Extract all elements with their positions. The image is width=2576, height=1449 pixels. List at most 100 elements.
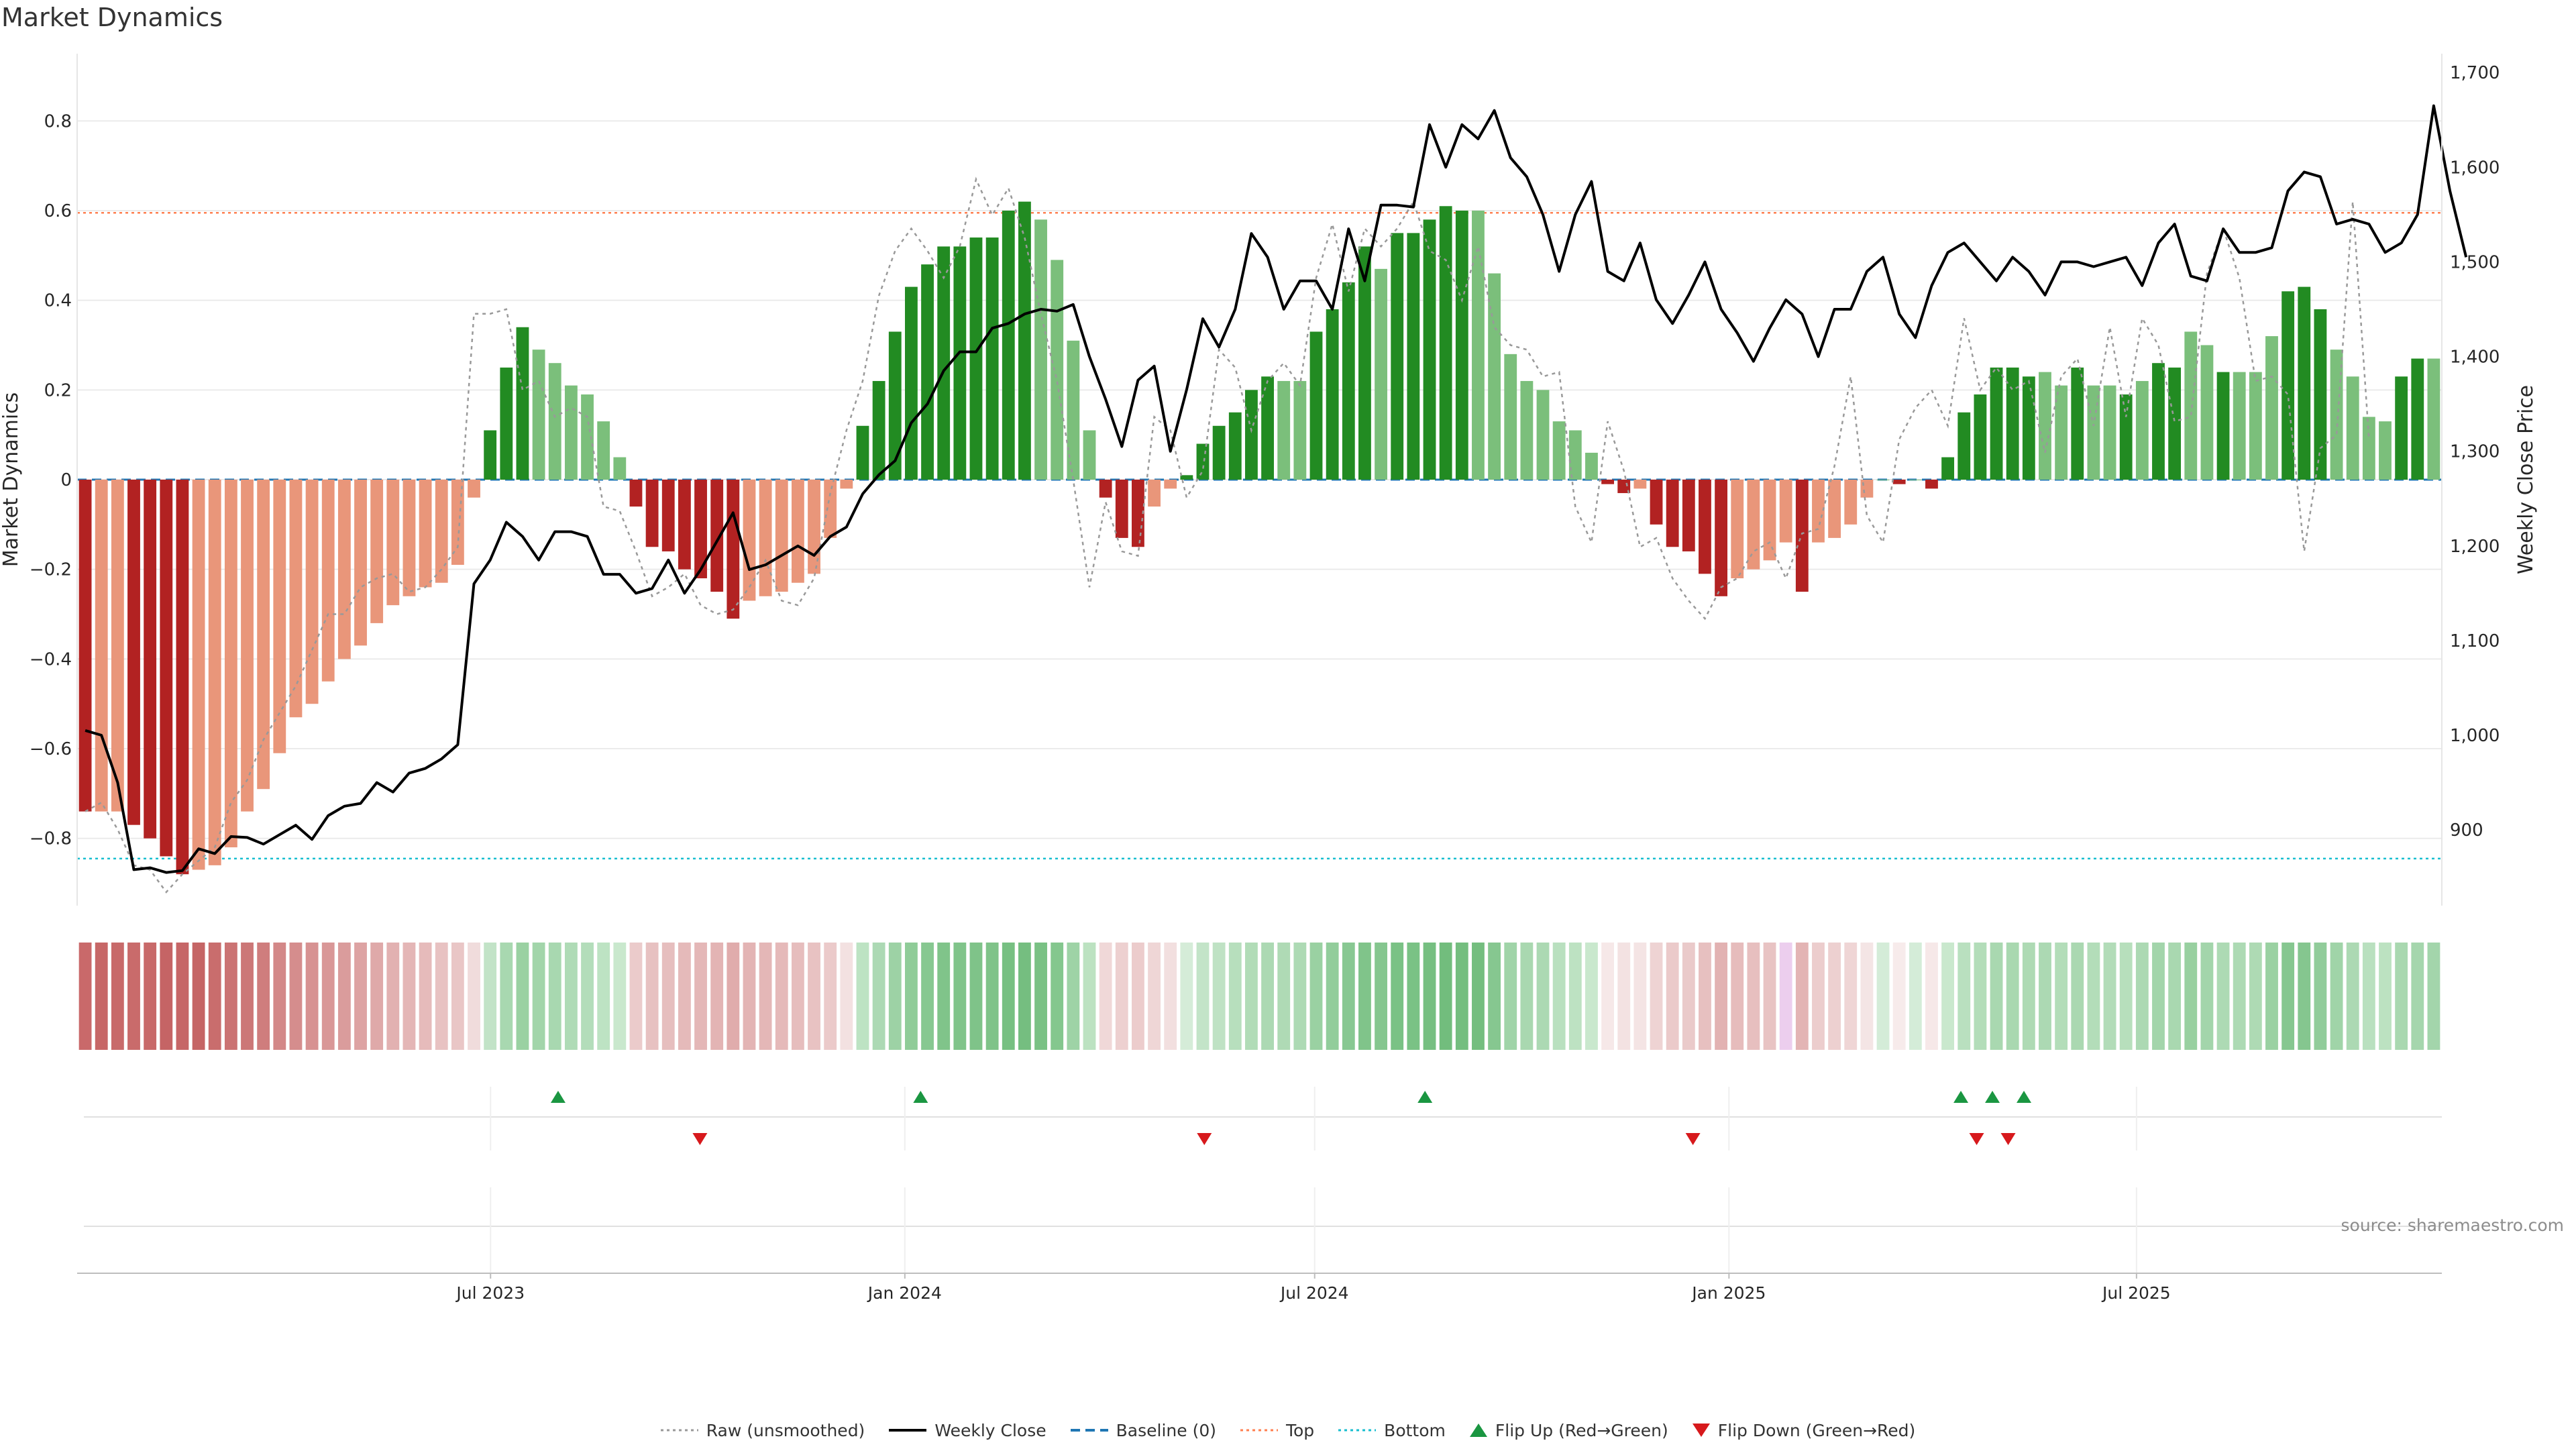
y-tick-label: 0.8: [44, 111, 72, 131]
dynamics-bar: [904, 286, 918, 480]
strip-cell: [1034, 943, 1047, 1050]
strip-cell: [2184, 943, 2198, 1050]
dynamics-bar: [969, 237, 983, 480]
strip-cell: [95, 943, 108, 1050]
dynamics-bar: [192, 480, 205, 870]
y-right-tick-label: 1,000: [2450, 726, 2500, 746]
legend-item-close: Weekly Close: [889, 1421, 1046, 1440]
y-right-tick-label: 1,200: [2450, 537, 2500, 557]
dynamics-bar: [1375, 268, 1387, 480]
legend-label: Raw (unsmoothed): [706, 1420, 865, 1440]
strip-cell: [1342, 943, 1355, 1050]
dynamics-bar: [1520, 380, 1534, 480]
strip-cell: [2168, 943, 2182, 1050]
y-axis-label: Market Dynamics: [0, 392, 23, 568]
dynamics-bar: [2233, 372, 2246, 480]
strip-cell: [597, 943, 610, 1050]
flip-down-marker: [2000, 1133, 2016, 1145]
strip-cell: [1763, 943, 1776, 1050]
strip-cell: [1261, 943, 1274, 1050]
y-tick-label: −0.4: [30, 649, 72, 669]
strip-cell: [678, 943, 691, 1050]
strip-cell: [1925, 943, 1938, 1050]
dynamics-bar: [1828, 480, 1841, 538]
strip-cell: [1617, 943, 1631, 1050]
strip-cell: [904, 943, 918, 1050]
dynamics-bar: [1228, 412, 1242, 480]
strip-cell: [1423, 943, 1436, 1050]
dynamics-bar: [2298, 286, 2311, 480]
strip-cell: [516, 943, 529, 1050]
dynamics-bar: [2184, 331, 2198, 480]
dynamics-bar: [2216, 372, 2230, 480]
legend-item-flip-up: Flip Up (Red→Green): [1469, 1420, 1668, 1440]
dynamics-bar: [273, 480, 286, 753]
dynamics-bar: [1715, 480, 1728, 596]
dynamics-bar: [1552, 421, 1566, 480]
flip-up-marker: [1953, 1091, 1969, 1103]
legend-label: Flip Up (Red→Green): [1495, 1420, 1668, 1440]
dynamics-bar: [1407, 233, 1420, 480]
dynamics-bar: [727, 480, 740, 619]
dynamics-bar: [2249, 372, 2262, 480]
dynamics-bar: [370, 480, 384, 623]
dynamics-bar: [435, 480, 448, 583]
legend-item-bottom: Bottom: [1338, 1421, 1446, 1440]
strip-cell: [1504, 943, 1517, 1050]
dynamics-bar: [564, 385, 578, 480]
strip-cell: [402, 943, 416, 1050]
strip-cell: [1715, 943, 1728, 1050]
strip-cell: [176, 943, 189, 1050]
strip-cell: [1245, 943, 1258, 1050]
dynamics-bar: [78, 480, 92, 812]
strip-cell: [224, 943, 237, 1050]
dynamics-bar: [1666, 480, 1679, 547]
strip-cell: [953, 943, 967, 1050]
strip-cell: [1180, 943, 1193, 1050]
strip-cell: [645, 943, 659, 1050]
legend-item-baseline: Baseline (0): [1070, 1421, 1216, 1440]
strip-cell: [1375, 943, 1387, 1050]
dynamics-bar: [1974, 394, 1987, 480]
dynamics-bar: [1196, 443, 1210, 480]
strip-cell: [1439, 943, 1452, 1050]
strip-cell: [2055, 943, 2068, 1050]
dynamics-bar: [1504, 354, 1517, 480]
strip-cell: [613, 943, 627, 1050]
dynamics-bar: [111, 480, 124, 812]
strip-cell: [2362, 943, 2375, 1050]
strip-cell: [1132, 943, 1144, 1050]
strip-cell: [2330, 943, 2343, 1050]
dynamics-bar: [1633, 480, 1647, 489]
dynamics-bar: [1731, 480, 1744, 579]
strip-cell: [856, 943, 869, 1050]
strip-cell: [1747, 943, 1760, 1050]
y-right-tick-label: 1,300: [2450, 442, 2500, 462]
strip-cell: [1699, 943, 1711, 1050]
axes: −0.8 −0.6 −0.4 −0.2 0 0.2 0.4 0.6 0.8 900 1,000 1,1…: [30, 54, 2500, 906]
strip-cell: [208, 943, 221, 1050]
dynamics-bar: [661, 480, 675, 551]
dynamics-bar: [824, 480, 837, 538]
strip-cell: [289, 943, 303, 1050]
dynamics-bar: [759, 480, 772, 596]
strip-cell: [532, 943, 545, 1050]
dynamics-bar: [548, 363, 561, 480]
strip-cell: [160, 943, 173, 1050]
strip-cell: [888, 943, 902, 1050]
strip-cell: [1650, 943, 1663, 1050]
strip-cell: [743, 943, 756, 1050]
strip-cell: [1892, 943, 1906, 1050]
dynamics-bar: [1132, 480, 1144, 547]
dynamics-bar: [808, 480, 820, 574]
dynamics-bar: [2087, 385, 2100, 480]
y-tick-label: −0.6: [30, 739, 72, 759]
dynamics-bar: [1391, 233, 1404, 480]
dynamics-bar: [1148, 480, 1161, 507]
strip-cell: [1293, 943, 1307, 1050]
strip-cell: [305, 943, 319, 1050]
y-right-tick-label: 1,100: [2450, 631, 2500, 651]
dynamics-bar: [354, 480, 367, 646]
strip-cell: [775, 943, 788, 1050]
strip-cell: [921, 943, 934, 1050]
